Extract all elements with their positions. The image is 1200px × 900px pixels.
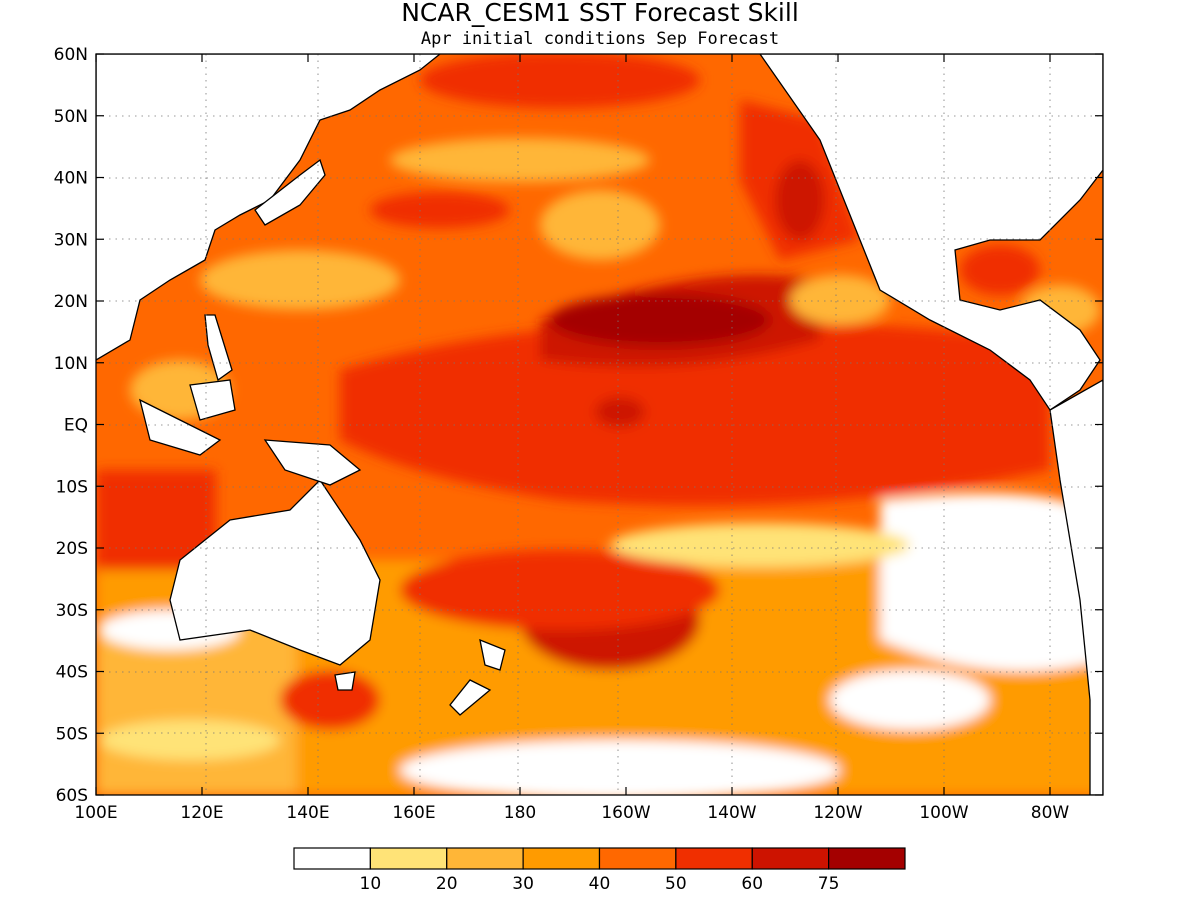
lon-tick-label: 140W	[707, 803, 756, 823]
skill-kuroshio	[370, 192, 510, 228]
map-grid	[96, 54, 1103, 795]
japan-landmass	[254, 158, 326, 226]
australia-landmass	[169, 478, 381, 666]
figure-title: NCAR_CESM1 SST Forecast Skill	[401, 0, 799, 27]
lat-tick-label: 50N	[54, 107, 88, 127]
lon-tick-label: 180	[504, 803, 536, 823]
skill-max-north	[550, 294, 770, 346]
lat-tick-label: 20S	[56, 539, 88, 559]
colorbar-swatch	[522, 847, 601, 870]
skill-nw-pacific-mid	[390, 138, 650, 182]
lon-tick-label: 100W	[919, 803, 968, 823]
latitude-axis: 60N 50N 40N 30N 20N 10N EQ 10S 20S 30S 40S 50S 60S	[54, 45, 1103, 806]
colorbar-label: 40	[589, 874, 611, 894]
asia-landmass	[96, 54, 442, 361]
skill-central-north	[540, 190, 660, 260]
skill-alaska	[420, 54, 700, 108]
skill-field	[96, 54, 1103, 795]
lat-tick-label: 30S	[56, 601, 88, 621]
lat-tick-label: 60S	[56, 786, 88, 806]
figure-subtitle: Apr initial conditions Sep Forecast	[421, 29, 779, 49]
skill-south-white-2	[830, 670, 990, 730]
south-america-landmass	[1049, 379, 1103, 795]
colorbar-label: 60	[741, 874, 763, 894]
north-america-landmass	[759, 54, 1103, 411]
colorbar-swatch	[446, 847, 524, 870]
lat-tick-label: 30N	[54, 230, 88, 250]
lat-tick-label: 40N	[54, 169, 88, 189]
skill-equatorial-core	[595, 397, 645, 427]
colorbar-swatch	[293, 847, 371, 870]
land-mask	[96, 54, 1103, 795]
lon-tick-label: 160W	[601, 803, 650, 823]
lon-tick-label: 120W	[813, 803, 862, 823]
colorbar-label: 50	[665, 874, 687, 894]
colorbar-label: 10	[360, 874, 382, 894]
new-zealand-landmass	[449, 638, 506, 716]
colorbar: 10 20 30 40 50 60 75	[293, 847, 906, 894]
colorbar-label: 75	[818, 874, 840, 894]
new-guinea-landmass	[263, 439, 362, 486]
colorbar-swatch	[598, 847, 677, 870]
lon-tick-label: 160E	[392, 803, 435, 823]
skill-south-trough	[610, 523, 910, 567]
skill-patch-sw-pale	[100, 720, 280, 760]
colorbar-label: 20	[436, 874, 458, 894]
skill-patch-tasman	[280, 670, 380, 730]
skill-west-subtropics	[200, 250, 400, 310]
tasmania-landmass	[334, 671, 356, 691]
lat-tick-label: 20N	[54, 292, 88, 312]
skill-coast-core	[775, 160, 825, 240]
lon-tick-label: 80W	[1031, 803, 1070, 823]
lat-tick-label: 60N	[54, 45, 88, 65]
sumatra-landmass	[139, 398, 222, 456]
colorbar-swatch	[369, 847, 448, 870]
lon-tick-label: 120E	[180, 803, 223, 823]
skill-gulf-mexico	[960, 245, 1040, 295]
philippines-landmass	[204, 314, 233, 382]
lat-tick-label: 50S	[56, 724, 88, 744]
skill-east-subtropics	[790, 275, 890, 325]
colorbar-swatch	[675, 847, 753, 870]
skill-se-pacific-low	[880, 493, 1103, 672]
colorbar-label: 30	[512, 874, 534, 894]
colorbar-swatch	[751, 847, 830, 870]
lon-tick-label: 100E	[74, 803, 117, 823]
skill-band-sw	[96, 620, 296, 795]
lat-tick-label: 10S	[56, 477, 88, 497]
lat-tick-label: EQ	[64, 416, 88, 436]
colorbar-swatch	[828, 847, 906, 870]
longitude-axis: 100E 120E 140E 160E 180 160W 140W 120W 100W 80W	[74, 54, 1069, 823]
lat-tick-label: 10N	[54, 354, 88, 374]
lat-tick-label: 40S	[56, 663, 88, 683]
borneo-landmass	[189, 379, 236, 421]
lon-tick-label: 140E	[286, 803, 329, 823]
skill-tropical-band	[340, 320, 1050, 506]
skill-patch-southern-white	[400, 740, 840, 795]
